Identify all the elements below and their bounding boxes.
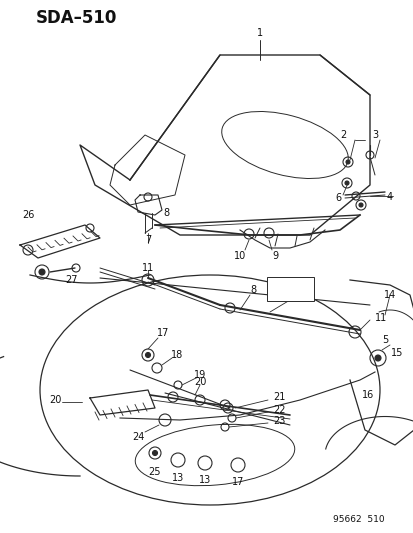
Circle shape	[145, 352, 150, 358]
Text: 24: 24	[131, 432, 144, 442]
Text: 19: 19	[193, 370, 206, 380]
Text: 27: 27	[66, 275, 78, 285]
Text: 15: 15	[390, 348, 402, 358]
Circle shape	[39, 269, 45, 275]
Text: 14: 14	[383, 290, 395, 300]
Text: 2: 2	[339, 130, 345, 140]
Text: 13: 13	[198, 475, 211, 485]
Circle shape	[344, 181, 348, 185]
Text: 11: 11	[142, 263, 154, 273]
Text: 17: 17	[231, 477, 244, 487]
Text: 20: 20	[49, 395, 61, 405]
Text: 4: 4	[386, 192, 392, 202]
Text: 20: 20	[193, 377, 206, 387]
Text: 8: 8	[249, 285, 256, 295]
Text: 18: 18	[171, 350, 183, 360]
Text: 16: 16	[361, 390, 373, 400]
Text: 9: 9	[271, 251, 278, 261]
Text: 11: 11	[374, 313, 386, 323]
Text: 5: 5	[381, 335, 387, 345]
Circle shape	[345, 160, 349, 164]
Text: 21: 21	[272, 392, 285, 402]
Text: SDA–510: SDA–510	[36, 9, 117, 27]
Text: 17: 17	[157, 328, 169, 338]
Text: 95662  510: 95662 510	[332, 515, 384, 524]
Text: 26: 26	[22, 210, 34, 220]
Text: 8: 8	[163, 208, 169, 218]
FancyBboxPatch shape	[266, 277, 313, 301]
Text: 7: 7	[145, 235, 151, 245]
Text: 6: 6	[334, 193, 340, 203]
Text: 13: 13	[171, 473, 184, 483]
Text: 3: 3	[371, 130, 377, 140]
Text: 10: 10	[233, 251, 246, 261]
Circle shape	[358, 203, 362, 207]
Text: 12: 12	[283, 286, 295, 296]
Text: 1: 1	[256, 28, 262, 38]
Text: 25: 25	[148, 467, 161, 477]
Circle shape	[152, 450, 157, 456]
Circle shape	[374, 355, 380, 361]
Text: 23: 23	[272, 416, 285, 426]
Text: 22: 22	[272, 405, 285, 415]
